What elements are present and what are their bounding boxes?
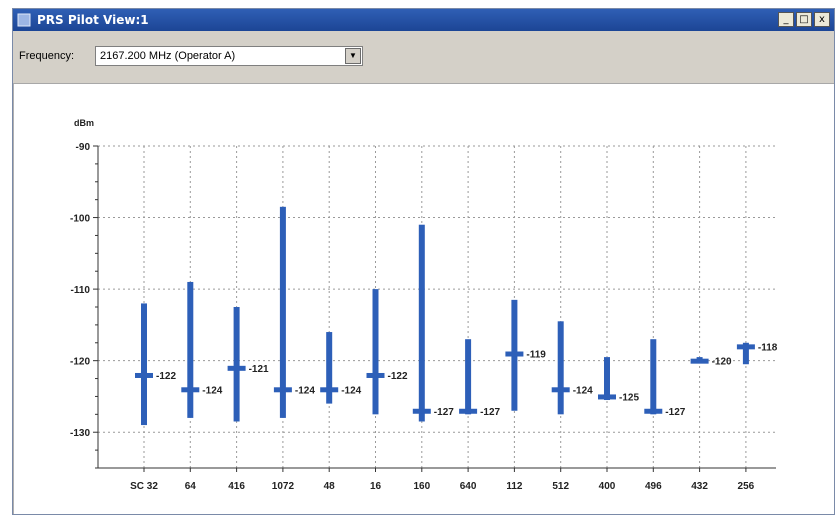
- data-label: -124: [573, 385, 593, 396]
- data-label: -118: [758, 342, 778, 353]
- data-label: -119: [526, 350, 546, 361]
- frequency-value: 2167.200 MHz (Operator A): [100, 50, 236, 62]
- data-label: -121: [249, 364, 269, 375]
- range-bar: [650, 339, 657, 415]
- chart-area: -90 -100 -110 -120 -130 dBm SC 32 64 416 1072 48 16…: [13, 84, 834, 514]
- restore-button[interactable]: □: [796, 12, 812, 27]
- range-bar: [465, 339, 472, 415]
- range-bar: [233, 307, 240, 422]
- data-label: -127: [665, 407, 685, 418]
- avg-marker: [366, 372, 385, 378]
- range-bar: [418, 224, 425, 422]
- data-label: -124: [202, 385, 222, 396]
- range-bar: [742, 342, 749, 365]
- range-bar: [326, 332, 333, 404]
- range-bar: [557, 321, 564, 415]
- x-tick-label: SC 32: [130, 481, 158, 492]
- data-label: -124: [341, 385, 361, 396]
- x-tick-label: 640: [460, 481, 477, 492]
- data-label: -122: [388, 371, 408, 382]
- data-label: -127: [434, 407, 454, 418]
- range-bar: [279, 206, 286, 418]
- avg-marker: [273, 387, 292, 393]
- data-label: -120: [712, 357, 732, 368]
- toolbar: Frequency: 2167.200 MHz (Operator A) ▼: [13, 31, 834, 84]
- avg-marker: [505, 351, 524, 357]
- x-tick-label: 400: [599, 481, 616, 492]
- pilot-chart: -90 -100 -110 -120 -130 dBm SC 32 64 416 1072 48 16…: [70, 118, 778, 492]
- x-tick-label: 416: [228, 481, 245, 492]
- x-tick-label: 160: [413, 481, 430, 492]
- minimize-button[interactable]: _: [778, 12, 794, 27]
- avg-marker: [320, 387, 339, 393]
- avg-marker: [459, 408, 478, 414]
- y-tick-label: -130: [70, 428, 90, 439]
- y-axis-label: dBm: [74, 118, 94, 128]
- x-tick-label: 112: [506, 481, 523, 492]
- frequency-label: Frequency:: [19, 50, 75, 62]
- avg-marker: [690, 358, 709, 364]
- chevron-down-icon[interactable]: ▼: [345, 48, 361, 64]
- range-bar: [604, 357, 610, 401]
- avg-marker: [227, 365, 246, 371]
- window-title: PRS Pilot View:1: [37, 13, 149, 27]
- y-tick-label: -110: [71, 285, 91, 296]
- avg-marker: [598, 394, 616, 400]
- close-button[interactable]: x: [814, 12, 830, 27]
- frequency-dropdown[interactable]: 2167.200 MHz (Operator A) ▼: [95, 46, 363, 66]
- x-tick-label: 48: [324, 481, 336, 492]
- range-bar: [372, 289, 379, 415]
- x-tick-label: 256: [738, 481, 755, 492]
- y-tick-label: -100: [70, 214, 90, 225]
- range-bar: [141, 303, 147, 426]
- x-tick-label: 64: [185, 481, 197, 492]
- data-label: -122: [156, 371, 176, 382]
- x-tick-label: 1072: [272, 481, 295, 492]
- x-tick-label: 496: [645, 481, 662, 492]
- app-icon: [17, 13, 31, 27]
- x-tick-label: 512: [552, 481, 569, 492]
- avg-marker: [181, 387, 200, 393]
- title-bar[interactable]: PRS Pilot View:1 _ □ x: [13, 9, 834, 31]
- data-label: -127: [480, 407, 500, 418]
- y-tick-label: -120: [70, 357, 90, 368]
- avg-marker: [551, 387, 570, 393]
- x-tick-label: 432: [691, 481, 708, 492]
- x-tick-label: 16: [370, 481, 382, 492]
- data-label: -125: [619, 392, 639, 403]
- avg-marker: [412, 408, 431, 414]
- avg-marker: [644, 408, 663, 414]
- y-tick-label: -90: [76, 142, 91, 153]
- data-label: -124: [295, 385, 315, 396]
- avg-marker: [135, 372, 153, 378]
- avg-marker: [736, 344, 755, 350]
- prs-pilot-view-window: PRS Pilot View:1 _ □ x Frequency: 2167.2…: [12, 8, 835, 515]
- range-bar: [187, 281, 194, 418]
